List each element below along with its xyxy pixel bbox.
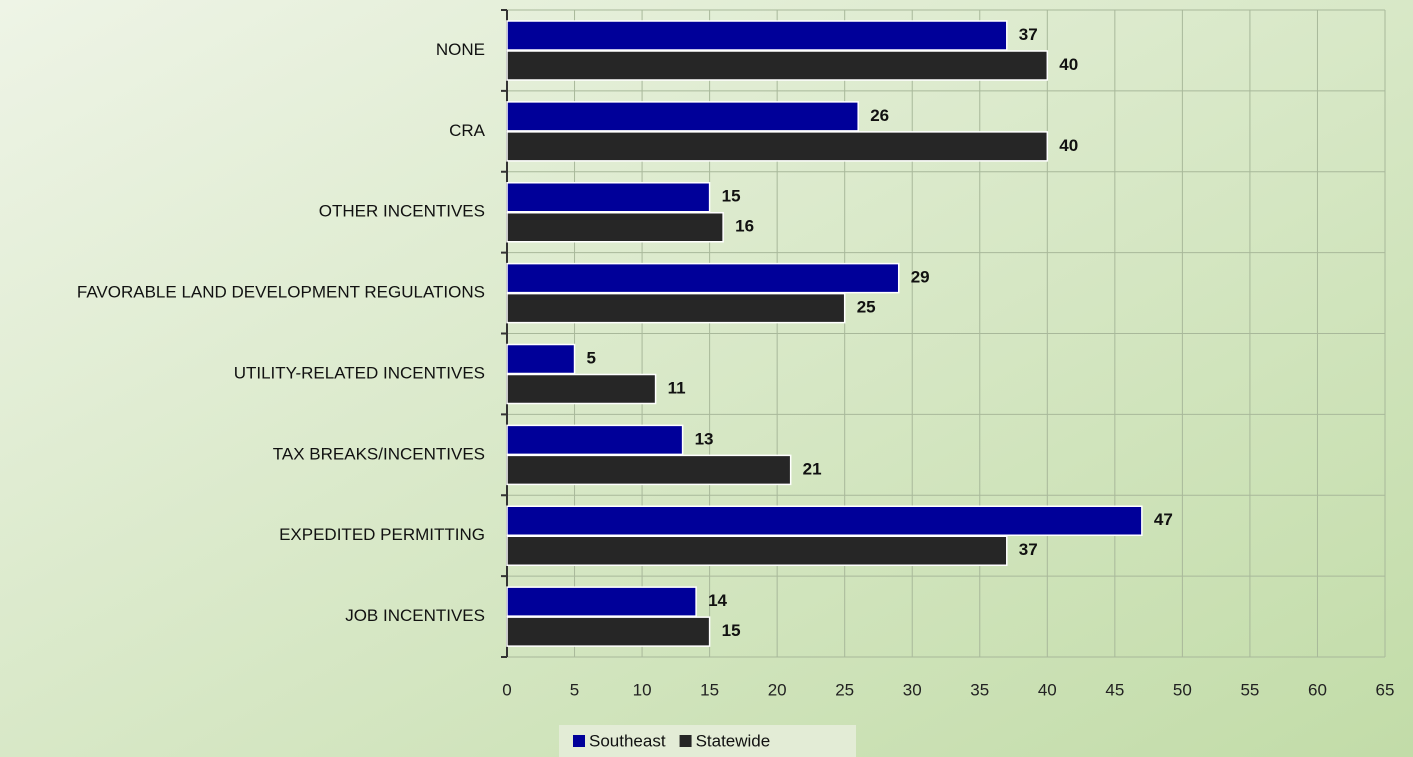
x-tick-label: 50 [1173,680,1192,699]
bar [506,20,1008,51]
value-label: 26 [870,106,889,125]
x-tick-label: 40 [1038,680,1057,699]
y-tick-label: CRA [449,121,486,140]
y-tick-label: EXPEDITED PERMITTING [279,525,485,544]
bar [506,424,684,456]
value-label: 16 [735,217,754,236]
x-tick-label: 25 [835,680,854,699]
value-label: 5 [587,348,596,367]
y-tick-label: FAVORABLE LAND DEVELOPMENT REGULATIONS [77,283,485,302]
y-tick-label: TAX BREAKS/INCENTIVES [273,444,485,463]
bar [506,616,711,647]
x-tick-label: 10 [633,680,652,699]
bar [506,586,697,617]
legend-swatch [573,735,585,747]
bar [506,182,711,213]
x-tick-label: 30 [903,680,922,699]
x-tick-label: 45 [1105,680,1124,699]
bar [506,212,724,243]
legend-swatch [679,735,692,747]
value-label: 13 [695,429,714,448]
x-tick-label: 5 [570,680,579,699]
bar [506,262,900,294]
value-label: 21 [803,459,822,478]
x-tick-label: 65 [1376,680,1395,699]
x-tick-label: 0 [502,680,511,699]
y-tick-label: NONE [436,40,485,59]
bar [506,373,657,405]
legend-label: Statewide [696,731,771,750]
value-label: 15 [722,187,741,206]
bar [506,131,1049,162]
x-tick-label: 35 [970,680,989,699]
y-tick-label: OTHER INCENTIVES [319,202,485,221]
value-label: 25 [857,298,876,317]
bar [506,535,1008,566]
x-tick-label: 15 [700,680,719,699]
value-label: 40 [1059,55,1078,74]
bar [506,50,1049,81]
value-label: 29 [911,268,930,287]
bar [506,101,859,132]
x-tick-label: 60 [1308,680,1327,699]
value-label: 14 [708,591,727,610]
legend-label: Southeast [589,731,666,750]
bar [506,454,792,486]
y-tick-label: UTILITY-RELATED INCENTIVES [234,363,485,382]
bar [506,505,1143,536]
x-tick-label: 20 [768,680,787,699]
value-label: 11 [668,378,686,397]
value-label: 37 [1019,540,1038,559]
value-label: 15 [722,621,741,640]
legend-box [559,725,856,757]
value-label: 37 [1019,25,1038,44]
bar [506,343,576,375]
y-tick-label: JOB INCENTIVES [345,606,485,625]
value-label: 40 [1059,136,1078,155]
value-label: 47 [1154,510,1173,529]
x-tick-label: 55 [1240,680,1259,699]
bar [506,292,846,324]
